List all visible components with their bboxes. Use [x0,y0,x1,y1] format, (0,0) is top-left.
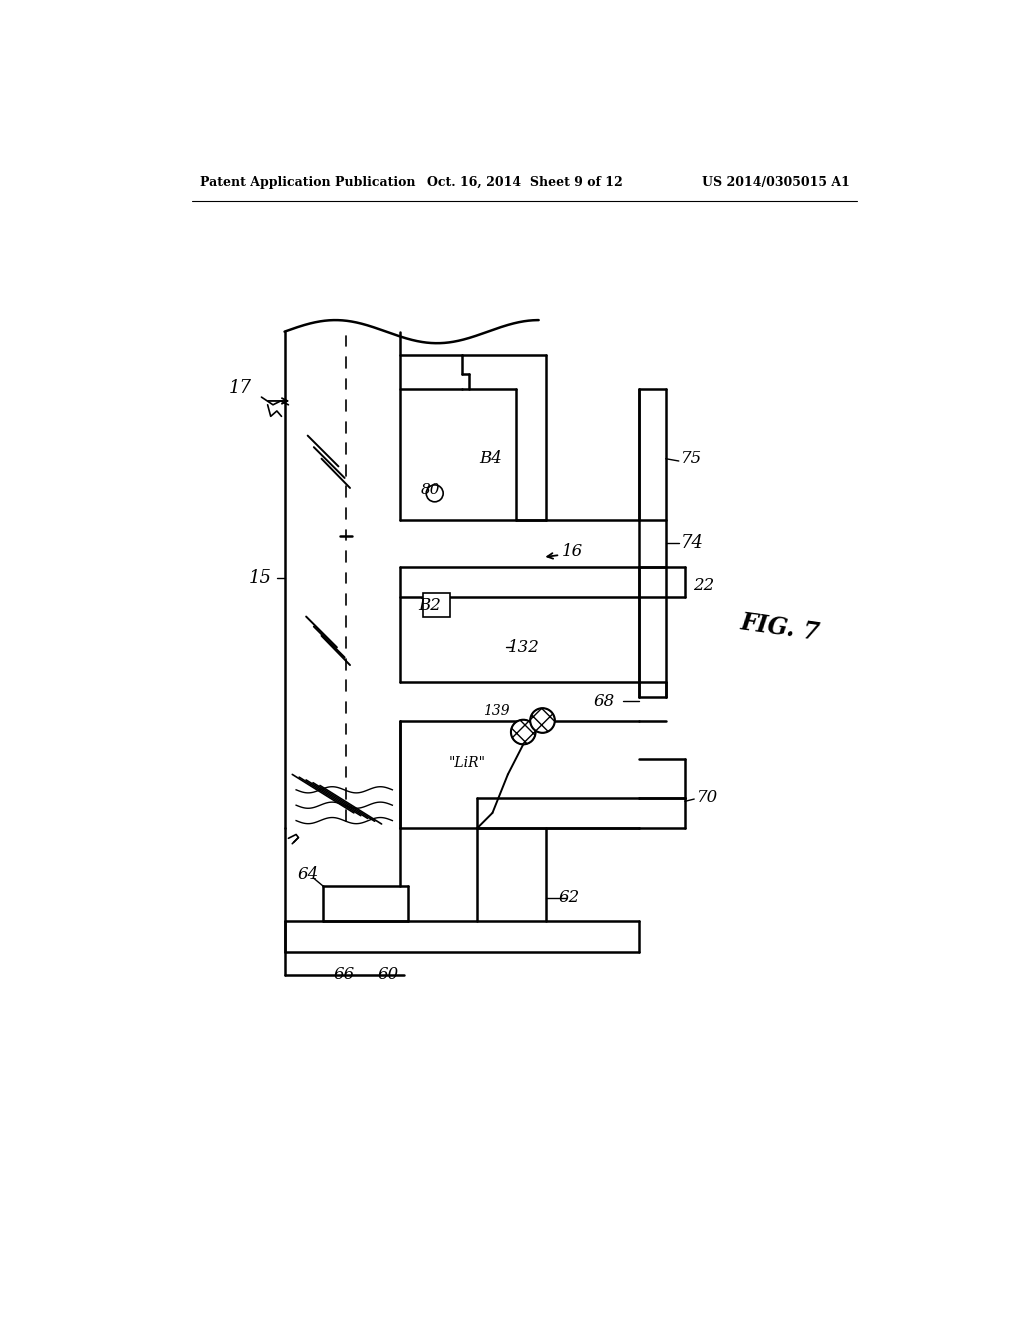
Text: "LiR": "LiR" [449,756,485,770]
Text: 60: 60 [378,966,399,983]
Text: 75: 75 [681,450,702,467]
Text: 15: 15 [249,569,271,587]
Text: Oct. 16, 2014  Sheet 9 of 12: Oct. 16, 2014 Sheet 9 of 12 [427,176,623,189]
Text: B4: B4 [479,450,503,467]
Ellipse shape [426,484,443,502]
Circle shape [511,719,536,744]
Text: 22: 22 [692,577,714,594]
Text: 74: 74 [681,535,705,552]
Text: 139: 139 [482,705,509,718]
Text: 62: 62 [559,890,580,906]
Text: 66: 66 [334,966,355,983]
Text: 80: 80 [421,483,440,496]
Text: FIG. 7: FIG. 7 [739,611,821,645]
Circle shape [530,708,555,733]
Text: US 2014/0305015 A1: US 2014/0305015 A1 [701,176,850,189]
Text: 70: 70 [696,789,718,807]
Text: 68: 68 [594,693,614,710]
Text: 64: 64 [297,866,318,883]
Text: 17: 17 [229,379,252,397]
Text: Patent Application Publication: Patent Application Publication [200,176,416,189]
Polygon shape [423,594,451,616]
Text: 132: 132 [508,639,540,656]
Text: 16: 16 [562,543,583,560]
Text: B2: B2 [418,597,440,614]
